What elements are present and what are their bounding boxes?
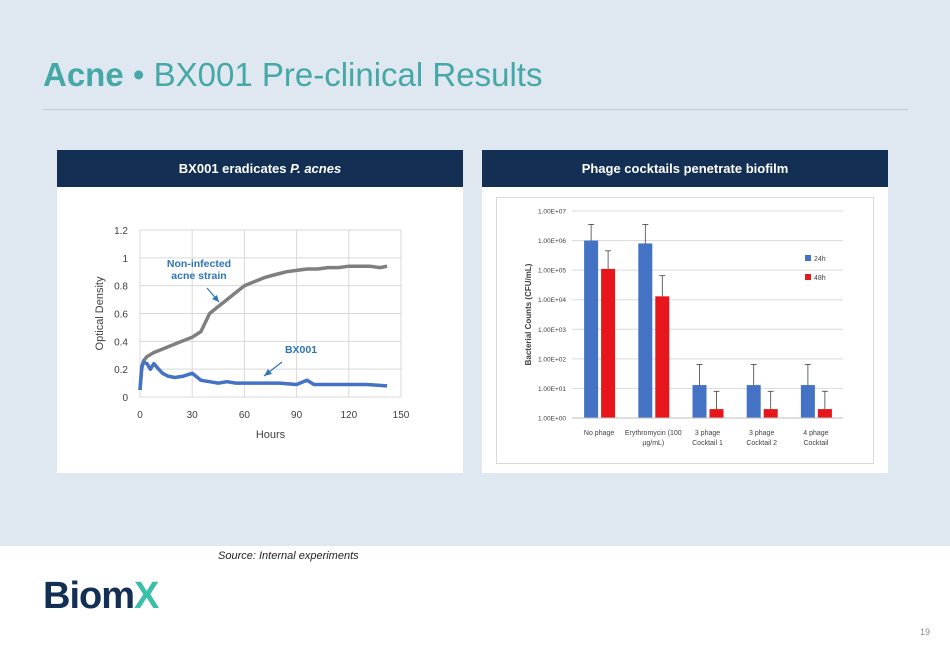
y-tick-label: 1.00E+04 <box>538 297 566 304</box>
category-label: 4 phage <box>803 430 828 437</box>
bar-48h <box>655 296 670 418</box>
y-tick-label: 1 <box>122 254 128 265</box>
biofilm-chart-frame: 1.00E+00 1.00E+01 1.00E+02 1.00E+03 1.00E+04… <box>496 197 874 464</box>
y-tick-label: 0.2 <box>114 365 128 376</box>
legend-swatch-48h <box>805 274 811 280</box>
y-tick-label: 1.00E+06 <box>538 238 566 245</box>
bar-24h <box>800 385 815 418</box>
y-tick-label: 1.00E+05 <box>538 268 566 275</box>
annotation-arrowhead-bx001 <box>264 369 272 376</box>
biomx-logo: BiomX <box>43 575 161 616</box>
title-rest: BX001 Pre-clinical Results <box>153 56 543 93</box>
y-tick-label: 0.8 <box>114 282 128 293</box>
title-divider <box>43 109 908 110</box>
growth-panel-heading: BX001 eradicates P. acnes <box>57 150 463 187</box>
bar-24h <box>638 243 653 418</box>
category-label: No phage <box>584 430 614 437</box>
bar-24h <box>692 385 707 418</box>
y-tick-label: 1.00E+01 <box>538 386 566 393</box>
category-label: Cocktail 2 <box>746 440 777 447</box>
x-tick-label: 30 <box>187 410 199 421</box>
bar-48h <box>763 409 778 418</box>
y-tick-label: 0 <box>122 393 128 404</box>
logo-text-main: Biom <box>43 575 134 616</box>
x-tick-label: 150 <box>393 410 410 421</box>
x-tick-label: 60 <box>239 410 251 421</box>
page-number: 19 <box>920 627 931 637</box>
x-tick-label: 90 <box>291 410 303 421</box>
bar-48h <box>709 409 724 418</box>
y-tick-label: 1.00E+07 <box>538 209 566 216</box>
category-label: Erythromycin (100 <box>625 430 682 437</box>
category-label: Cocktail 1 <box>692 440 723 447</box>
bar-48h <box>817 409 832 418</box>
source-note: Source: Internal experiments <box>218 550 359 562</box>
y-tick-label: 1.2 <box>114 226 128 237</box>
growth-curve-chart: 0 0.2 0.4 0.6 0.8 1 1.2 0 30 60 90 120 150 Hours Optic… <box>94 226 410 441</box>
legend-label-24h: 24h <box>814 256 826 263</box>
growth-heading-text: BX001 eradicates <box>178 161 291 176</box>
bar-24h <box>584 240 599 418</box>
growth-heading-italic: P. acnes <box>290 161 342 176</box>
title-separator: • <box>132 56 145 93</box>
y-tick-label: 0.6 <box>114 310 128 321</box>
y-tick-label: 0.4 <box>114 337 128 348</box>
slide-title: Acne • BX001 Pre-clinical Results <box>43 56 542 94</box>
bar-48h <box>601 268 616 418</box>
biofilm-panel-heading: Phage cocktails penetrate biofilm <box>482 150 888 187</box>
annotation-non-infected-line1: Non-infected <box>167 258 231 270</box>
x-axis-label: Hours <box>256 429 286 441</box>
category-label: Cocktail <box>803 440 828 447</box>
annotation-arrowhead-non-infected <box>212 295 219 302</box>
legend-label-48h: 48h <box>814 275 826 282</box>
y-axis-label: Optical Density <box>94 276 106 350</box>
logo-text-x: X <box>134 575 160 616</box>
series-line-non-infected <box>138 264 388 391</box>
biofilm-bar-chart: 1.00E+00 1.00E+01 1.00E+02 1.00E+03 1.00E+04… <box>524 209 843 447</box>
y-tick-label: 1.00E+00 <box>538 416 566 423</box>
series-line-bx001 <box>138 360 388 391</box>
x-tick-label: 0 <box>137 410 143 421</box>
title-bold: Acne <box>43 56 124 93</box>
biofilm-panel: Phage cocktails penetrate biofilm 1.00E+… <box>482 150 888 473</box>
y-tick-label: 1.00E+02 <box>538 356 566 363</box>
annotation-bx001: BX001 <box>285 344 317 356</box>
category-label: µg/mL) <box>642 440 664 447</box>
y-axis-label: Bacterial Counts (CFU/mL) <box>524 263 533 365</box>
category-label: 3 phage <box>695 430 720 437</box>
x-tick-label: 120 <box>340 410 357 421</box>
y-tick-label: 1.00E+03 <box>538 327 566 334</box>
legend-swatch-24h <box>805 255 811 261</box>
bar-24h <box>746 385 761 418</box>
annotation-non-infected-line2: acne strain <box>171 270 226 282</box>
category-label: 3 phage <box>749 430 774 437</box>
svg-text:BiomX: BiomX <box>43 575 160 616</box>
growth-curve-panel: BX001 eradicates P. acnes 0 0.2 0.4 0.6 0.8 1… <box>57 150 463 473</box>
